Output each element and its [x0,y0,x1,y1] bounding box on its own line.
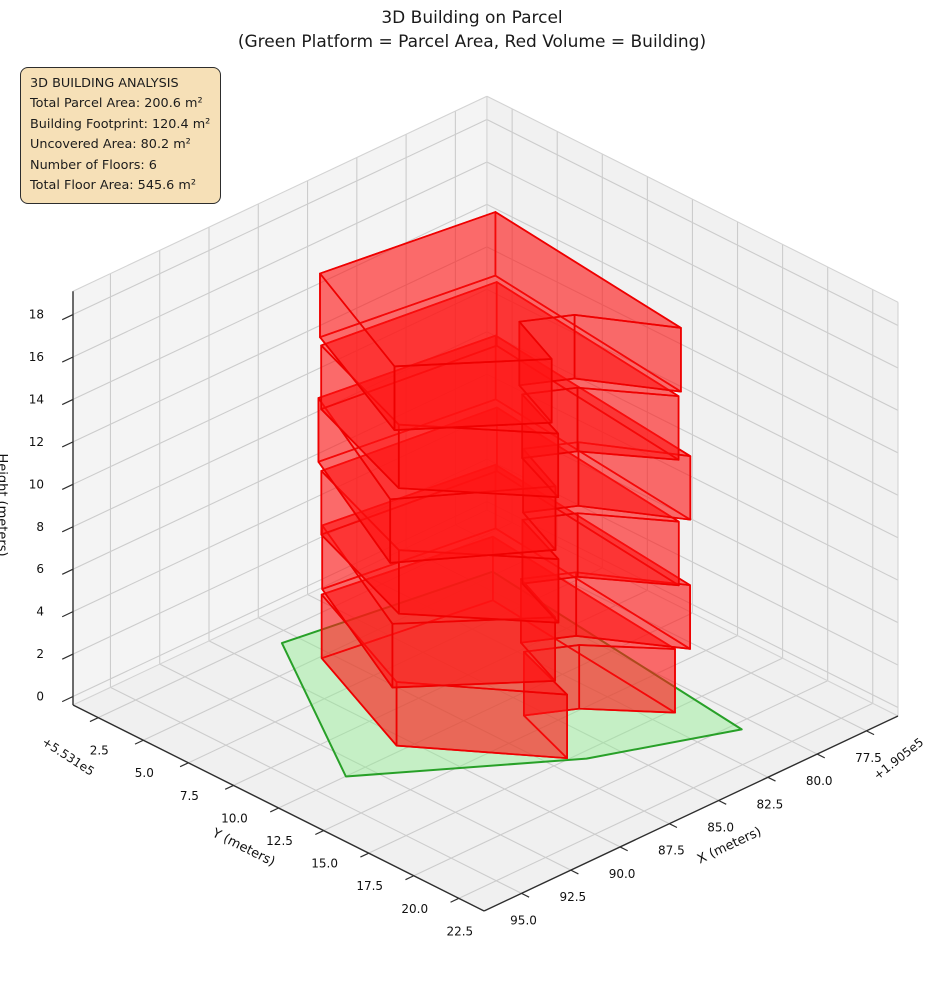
y-tick-label: 5.0 [135,766,154,780]
x-tick-label: 85.0 [707,820,734,834]
info-line: Uncovered Area: 80.2 m² [30,137,191,153]
chart-subtitle: (Green Platform = Parcel Area, Red Volum… [237,32,707,52]
y-axis-offset-text: +5.531e5 [39,735,96,779]
floor-side-face [578,644,676,714]
y-tick-label: 10.0 [221,811,248,825]
floor-top-face [319,211,682,368]
chart-title: 3D Building on Parcel [381,8,563,28]
tick-marks [61,314,875,903]
x-tick-label: 92.5 [559,890,586,904]
y-tick-label: 7.5 [180,789,199,803]
floor-side-face [391,616,556,689]
floor-side-face [397,423,560,499]
building-volume [317,211,692,760]
building-floor-6 [319,211,682,431]
z-tick-label: 4 [36,605,44,619]
x-tick-label: 90.0 [609,867,636,881]
x-tick-label: 87.5 [658,844,685,858]
x-tick-label: 95.0 [510,913,537,927]
info-box-title: 3D BUILDING ANALYSIS [30,76,179,91]
info-line: Total Floor Area: 545.6 m² [30,178,196,194]
z-tick-label: 16 [29,350,44,364]
y-tick-label: 15.0 [311,857,338,871]
analysis-info-box: 3D BUILDING ANALYSIS Total Parcel Area: … [20,67,222,205]
x-tick-label: 80.0 [806,774,833,788]
z-tick-label: 18 [29,308,44,322]
floor-side-face [576,386,680,461]
info-line: Number of Floors: 6 [30,157,157,173]
y-tick-label: 17.5 [356,879,383,893]
info-line: Building Footprint: 120.4 m² [30,116,211,132]
z-tick-label: 8 [36,520,44,534]
x-tick-label: 77.5 [855,751,882,765]
grid-lines [72,108,899,899]
z-tick-label: 12 [29,435,44,449]
floor-side-face [576,512,680,587]
y-tick-label: 22.5 [446,924,473,938]
building-floor-1 [320,535,676,760]
y-tick-label: 2.5 [90,744,109,758]
info-line: Total Parcel Area: 200.6 m² [30,96,203,112]
y-tick-label: 20.0 [401,902,428,916]
z-tick-label: 0 [36,690,44,704]
z-tick-label: 10 [29,477,44,491]
floor-top-face [321,463,691,625]
z-tick-label: 2 [36,647,44,661]
floor-top-face [320,406,680,560]
z-tick-label: 6 [36,562,44,576]
z-tick-label: 14 [29,392,44,406]
x-tick-label: 82.5 [757,797,784,811]
building-floor-2 [321,463,691,689]
y-tick-label: 12.5 [266,834,293,848]
building-floor-5 [320,281,680,499]
z-axis-label: Height (meters) [0,453,9,556]
info-box-lines: Total Parcel Area: 200.6 m² Building Foot… [30,94,210,196]
building-floor-3 [320,406,680,624]
floor-side-face [393,358,553,431]
title-block: 3D Building on Parcel (Green Platform = … [0,6,944,54]
floor-top-face [320,281,680,435]
